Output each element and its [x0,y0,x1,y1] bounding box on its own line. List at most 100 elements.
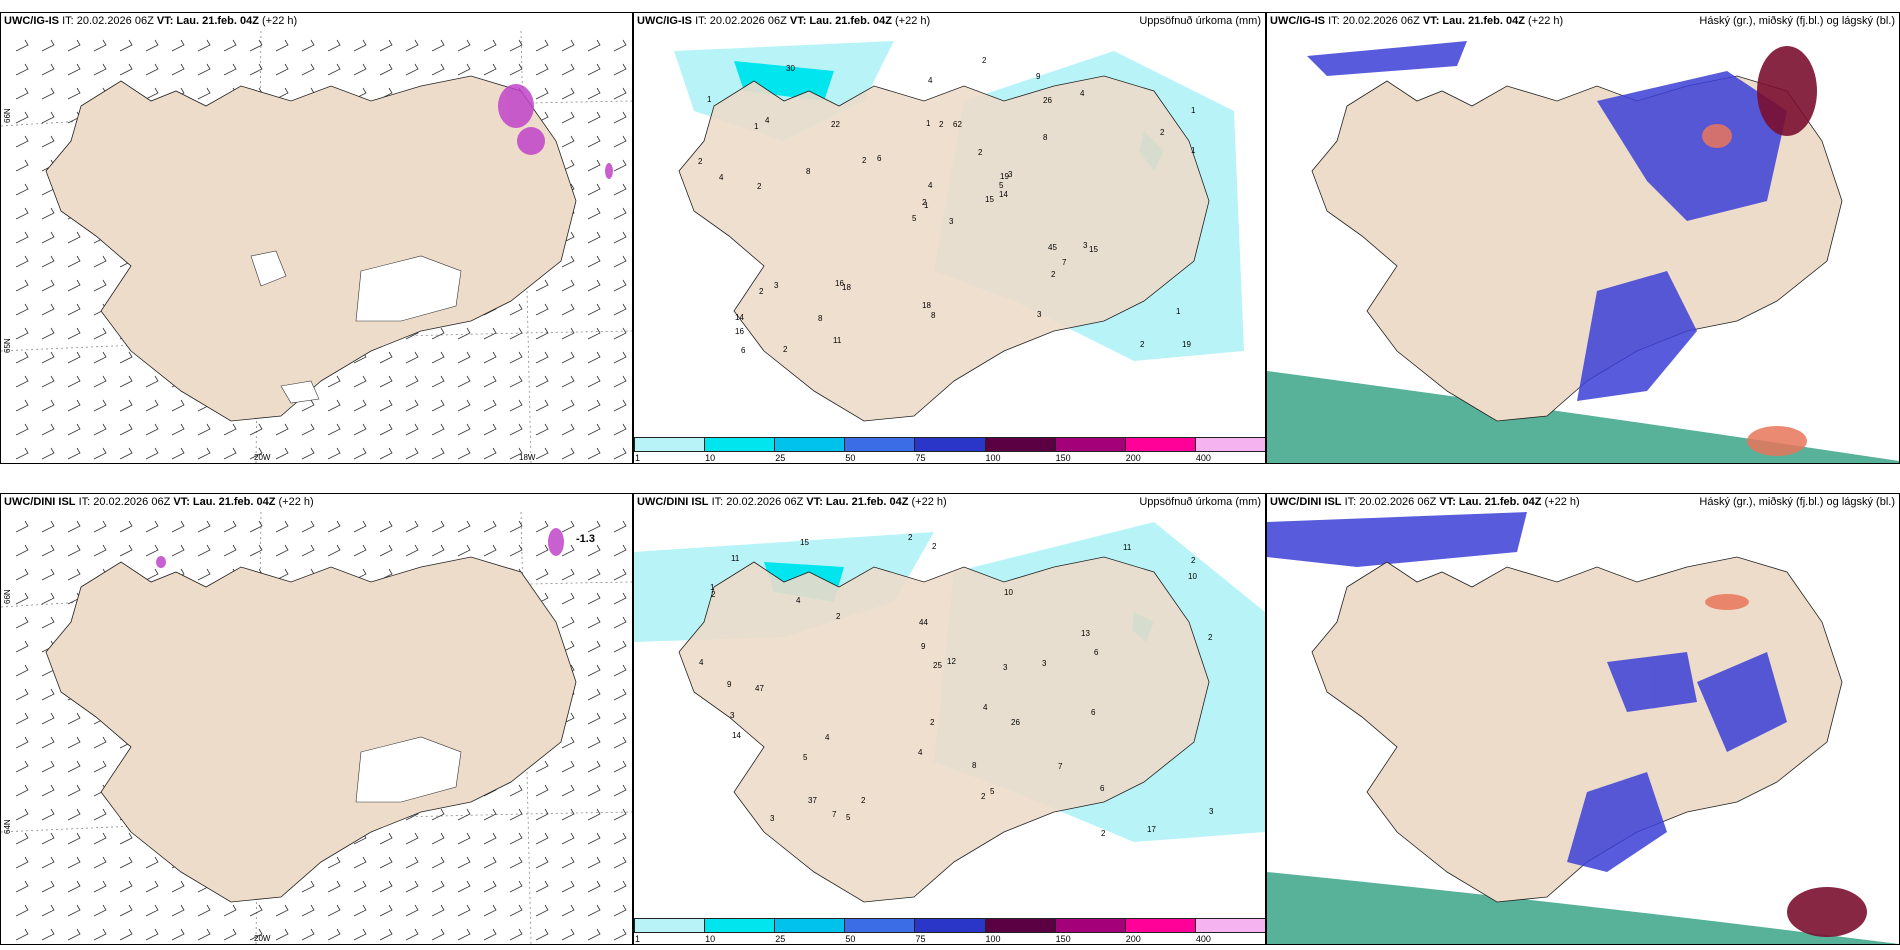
wind-barb [15,520,29,533]
wind-barb [41,111,55,124]
wind-barb [561,904,575,917]
model-label: UWC/IG-IS [1270,15,1325,27]
init-time-label: IT: 20.02.2026 06Z [695,15,787,27]
wind-barb [15,808,29,821]
precip-value: 14 [999,190,1008,199]
wind-barb [405,351,419,364]
wind-barb [119,928,133,941]
wind-barb [509,327,523,340]
wind-panel-bottom: UWC/DINI ISL IT: 20.02.2026 06Z VT: Lau.… [0,493,633,945]
precip-purple-cells [156,528,564,568]
wind-barb [67,351,81,364]
wind-barb [457,904,471,917]
cloud-panel-bottom: UWC/DINI ISL IT: 20.02.2026 06Z VT: Lau.… [1266,493,1900,945]
wind-barb [405,856,419,869]
wind-barb [327,928,341,941]
wind-barb [301,447,315,460]
wind-barb [41,303,55,316]
wind-barb [145,880,159,893]
wind-barb [41,904,55,917]
wind-barb [15,423,29,436]
wind-barb [67,736,81,749]
iceland-land [45,75,577,422]
wind-barb [535,327,549,340]
wind-barb [509,63,523,76]
colorbar-tick-label: 10 [705,934,716,944]
wind-barb [587,423,601,436]
wind-barb [613,303,627,316]
wind-barb [483,520,497,533]
wind-barb [509,303,523,316]
wind-barb [15,111,29,124]
wind-barb [509,447,523,460]
wind-barb [327,447,341,460]
wind-barb [587,39,601,52]
wind-barb [327,544,341,557]
wind-barb [379,856,393,869]
wind-barb [535,520,549,533]
wind-barb [379,375,393,388]
colorbar-segment [634,918,706,933]
precip-value: 1 [1191,146,1196,155]
wind-barb [535,423,549,436]
wind-barb [587,856,601,869]
precip-title: Uppsöfnuð úrkoma (mm) [1139,496,1261,508]
panel-header: UWC/IG-IS IT: 20.02.2026 06Z VT: Lau. 21… [4,15,628,29]
wind-barb [561,87,575,100]
precip-value: 19 [1182,340,1191,349]
wind-barb [587,375,601,388]
wind-barb [353,375,367,388]
wind-barb [15,279,29,292]
wind-barb [93,736,107,749]
init-time-label: IT: 20.02.2026 06Z [78,496,171,508]
precip-value: 6 [1091,708,1096,717]
wind-barb [405,520,419,533]
cloud-panel-top: UWC/IG-IS IT: 20.02.2026 06Z VT: Lau. 21… [1266,12,1900,464]
wind-barb [15,327,29,340]
colorbar-tick-label: 75 [915,934,926,944]
wind-barb [41,399,55,412]
wind-barb [405,904,419,917]
colorbar-segment [1124,918,1196,933]
wind-barb [41,520,55,533]
wind-barb [301,63,315,76]
wind-barb [41,568,55,581]
wind-barb [561,880,575,893]
precip-value: 15 [1089,245,1098,254]
wind-barb [535,568,549,581]
wind-barb [301,928,315,941]
cloud-title: Háský (gr.), miðský (fj.bl.) og lágský (… [1699,496,1895,508]
wind-barb [15,688,29,701]
wind-barb [613,784,627,797]
wind-barb [613,808,627,821]
precip-value: 45 [1048,243,1057,252]
wind-barb [535,399,549,412]
wind-barb [509,351,523,364]
wind-barb [119,832,133,845]
wind-barb [93,856,107,869]
lat-label-65: 65N [3,338,12,353]
wind-barb [15,159,29,172]
precip-value: 4 [825,733,830,742]
wind-barb [587,183,601,196]
wind-barb [613,255,627,268]
wind-barb [457,928,471,941]
wind-barb [561,423,575,436]
wind-barb [327,375,341,388]
wind-barb [587,832,601,845]
precip-value: 9 [921,642,926,651]
wind-barb [509,39,523,52]
precip-value: 1 [926,119,931,128]
precip-value: 1 [1191,106,1196,115]
wind-barb [197,63,211,76]
precip-value: 18 [842,283,851,292]
wind-barb [197,544,211,557]
colorbar-tick-label: 100 [985,453,1001,463]
wind-barb [379,880,393,893]
precip-map: 3111419189622615301921582123616823154444… [674,41,1244,422]
wind-barb [15,616,29,629]
valid-time-label: VT: Lau. 21.feb. 04Z [173,496,276,508]
wind-barb [41,207,55,220]
colorbar-segment [704,918,776,933]
wind-barb [509,928,523,941]
